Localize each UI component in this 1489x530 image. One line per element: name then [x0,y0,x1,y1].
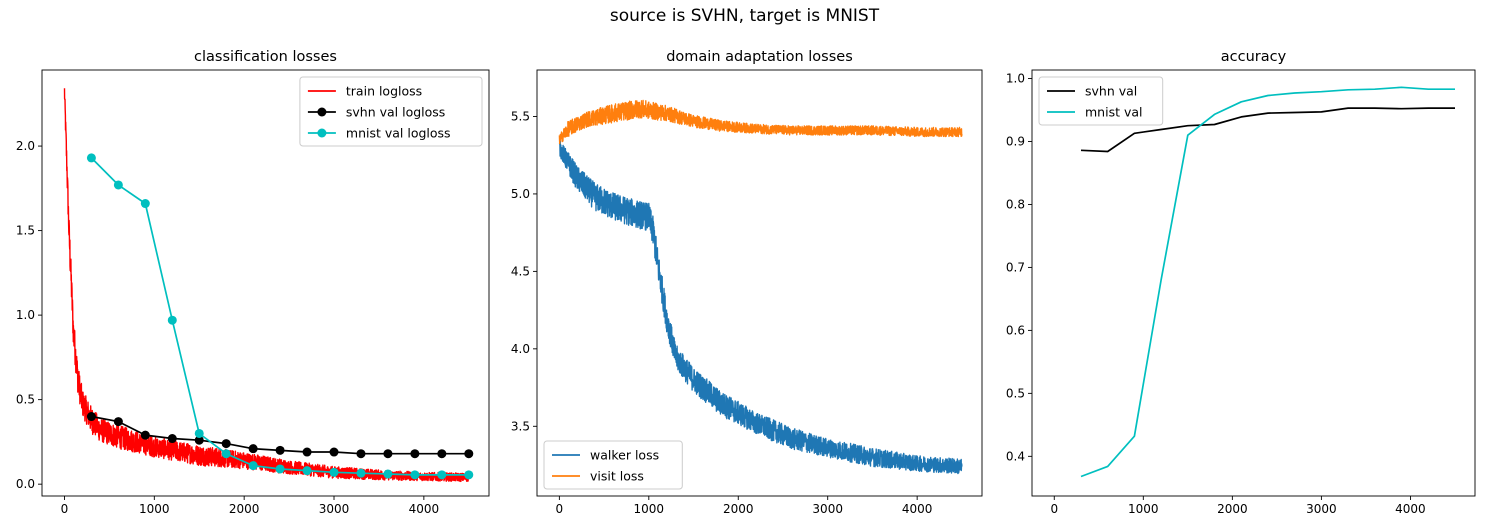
y-tick-label: 0.0 [16,477,35,491]
series-svhn-val-logloss-point [140,430,150,440]
x-tick-label: 1000 [139,502,170,516]
y-tick-label: 0.7 [1006,260,1025,274]
x-tick-label: 0 [61,502,69,516]
axes-frame [1031,69,1476,497]
series-svhn-val-logloss-point [329,447,339,457]
series-svhn-val-logloss-point [383,449,393,459]
legend-box [1038,76,1164,126]
x-tick-label: 2000 [229,502,260,516]
series-svhn-val-logloss-point [221,439,231,449]
y-tick-label: 0.4 [1006,449,1025,463]
y-tick-label: 4.5 [511,264,530,278]
legend: svhn val mnist val [1038,76,1164,126]
series-mnist-val-logloss-point [275,464,285,474]
series-svhn-val-logloss-point [194,435,204,445]
series-walker-loss-line [558,140,963,475]
x-tick-label: 0 [1050,502,1058,516]
series-svhn-val-logloss-point [248,444,258,454]
legend: walker loss visit loss [543,440,683,490]
x-tick-label: 1000 [634,502,665,516]
x-tick-label: 0 [556,502,564,516]
legend-marker [317,107,327,117]
series-svhn-val-logloss-point [356,449,366,459]
legend-box [299,76,483,147]
x-tick-label: 2000 [723,502,754,516]
series-mnist-val-logloss-point [437,470,447,480]
series-svhn-val-logloss-point [410,449,420,459]
y-tick-label: 0.8 [1006,197,1025,211]
series-mnist-val-logloss-point [140,199,150,209]
series-mnist-val-logloss-point [194,428,204,438]
series-svhn-val-logloss-point [86,412,96,422]
y-tick-label: 5.5 [511,109,530,123]
x-tick-label: 4000 [1395,502,1426,516]
y-tick-label: 1.5 [16,224,35,238]
legend-marker [317,128,327,138]
plot-data [558,99,963,475]
chart-title: domain adaptation losses [666,49,853,65]
chart-title: accuracy [1221,49,1287,65]
legend-label: visit loss [590,469,644,484]
legend-label: svhn val [1085,84,1137,99]
series-visit-loss-line [558,99,963,145]
series-mnist-val-logloss-point [113,180,123,190]
plot-data [1080,86,1455,478]
series-mnist-val-logloss-point [410,470,420,480]
legend-label: svhn val logloss [346,105,445,120]
y-tick-label: 4.0 [511,342,530,356]
legend-label: mnist val [1085,105,1143,120]
series-svhn-val-logloss-point [437,449,447,459]
axes-frame [536,69,983,497]
x-tick-label: 4000 [409,502,440,516]
series-mnist-val-logloss-point [248,461,258,471]
x-tick-label: 2000 [1217,502,1248,516]
x-tick-label: 3000 [319,502,350,516]
x-tick-label: 4000 [902,502,933,516]
y-tick-label: 0.6 [1006,323,1025,337]
legend-label: train logloss [346,84,422,99]
figure-suptitle: source is SVHN, target is MNIST [609,6,880,26]
y-tick-label: 0.5 [1006,386,1025,400]
y-tick-label: 1.0 [1006,72,1025,86]
legend-label: walker loss [590,448,659,463]
legend: train logloss svhn val logloss mnist val l… [299,76,483,147]
y-tick-label: 1.0 [16,308,35,322]
series-mnist-val-logloss-point [221,449,231,459]
series-mnist-val-logloss-point [383,469,393,479]
series-train-logloss-line [63,88,470,483]
y-tick-label: 3.5 [511,419,530,433]
series-mnist-val-logloss-point [167,315,177,325]
series-mnist-val-logloss-point [464,470,474,480]
series-mnist-val-line [1080,86,1455,478]
series-svhn-val-logloss-point [464,449,474,459]
y-tick-label: 0.5 [16,393,35,407]
series-svhn-val-line [1080,107,1455,153]
chart-title: classification losses [194,49,337,65]
y-tick-label: 5.0 [511,187,530,201]
legend-label: mnist val logloss [346,126,451,141]
y-tick-label: 2.0 [16,139,35,153]
y-tick-label: 0.9 [1006,134,1025,148]
axes-frame [41,69,490,497]
chart-panel-2: domain adaptation losses 0 1000 2000 3000 400… [511,49,983,516]
series-svhn-val-logloss-point [275,445,285,455]
series-svhn-val-logloss-point [167,434,177,444]
legend-box [543,440,683,490]
series-mnist-val-logloss-point [86,153,96,163]
x-tick-label: 3000 [812,502,843,516]
x-tick-label: 1000 [1128,502,1159,516]
chart-panel-3: accuracy 0 1000 2000 3000 4000 0.4 0.5 0.6 0.7 0.8… [1006,49,1476,516]
series-mnist-val-logloss-point [356,468,366,478]
series-mnist-val-logloss-point [329,467,339,477]
chart-panel-1: classification losses 0 1000 2000 3000 4000 0.… [16,49,490,516]
x-tick-label: 3000 [1306,502,1337,516]
series-mnist-val-logloss-point [302,466,312,476]
plot-data [63,88,474,483]
series-svhn-val-logloss-point [302,447,312,457]
series-svhn-val-logloss-point [113,417,123,427]
